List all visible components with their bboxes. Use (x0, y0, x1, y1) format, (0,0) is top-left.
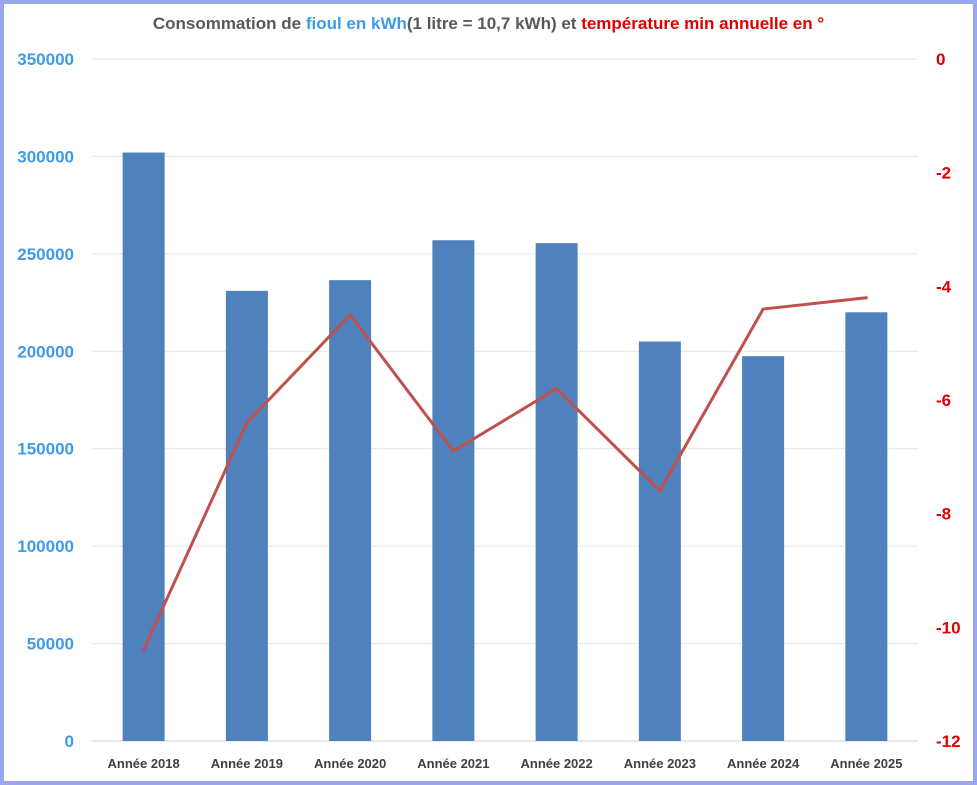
left-tick-label: 50000 (27, 635, 74, 654)
right-tick-label: -10 (936, 618, 961, 637)
left-tick-label: 150000 (17, 440, 74, 459)
line-point (761, 307, 765, 311)
bar (432, 240, 475, 741)
bar (742, 356, 785, 741)
bar (225, 290, 268, 741)
left-tick-label: 300000 (17, 147, 74, 166)
line-point (864, 296, 868, 300)
bar (535, 243, 578, 741)
category-label: Année 2022 (520, 756, 592, 771)
right-tick-label: -2 (936, 164, 951, 183)
right-tick-label: -6 (936, 391, 951, 410)
line-point (451, 449, 455, 453)
category-label: Année 2021 (417, 756, 489, 771)
category-label: Année 2024 (727, 756, 800, 771)
title-part: fioul en kWh (305, 14, 407, 33)
line-point (348, 313, 352, 317)
title-part: Consommation de (152, 14, 306, 33)
line-point (658, 489, 662, 493)
left-tick-label: 350000 (17, 50, 74, 69)
category-label: Année 2023 (624, 756, 696, 771)
category-label: Année 2018 (107, 756, 179, 771)
chart-title: Consommation de fioul en kWh(1 litre = 1… (0, 14, 977, 34)
left-tick-label: 0 (65, 732, 74, 751)
line-point (142, 648, 146, 652)
bar (329, 280, 372, 741)
bar (122, 152, 165, 741)
right-tick-label: 0 (936, 50, 945, 69)
line-point (555, 387, 559, 391)
right-tick-label: -12 (936, 732, 961, 751)
bar (638, 341, 681, 741)
line-point (245, 421, 249, 425)
left-tick-label: 250000 (17, 245, 74, 264)
right-tick-label: -4 (936, 277, 952, 296)
category-label: Année 2019 (211, 756, 283, 771)
bar (845, 312, 888, 741)
temperature-line (142, 296, 867, 651)
title-part: température min annuelle en ° (581, 14, 825, 33)
category-label: Année 2025 (830, 756, 902, 771)
left-tick-label: 100000 (17, 537, 74, 556)
right-tick-label: -8 (936, 505, 951, 524)
category-label: Année 2020 (314, 756, 386, 771)
left-tick-label: 200000 (17, 342, 74, 361)
chart-frame (4, 4, 973, 781)
title-part: (1 litre = 10,7 kWh) et (406, 14, 582, 33)
